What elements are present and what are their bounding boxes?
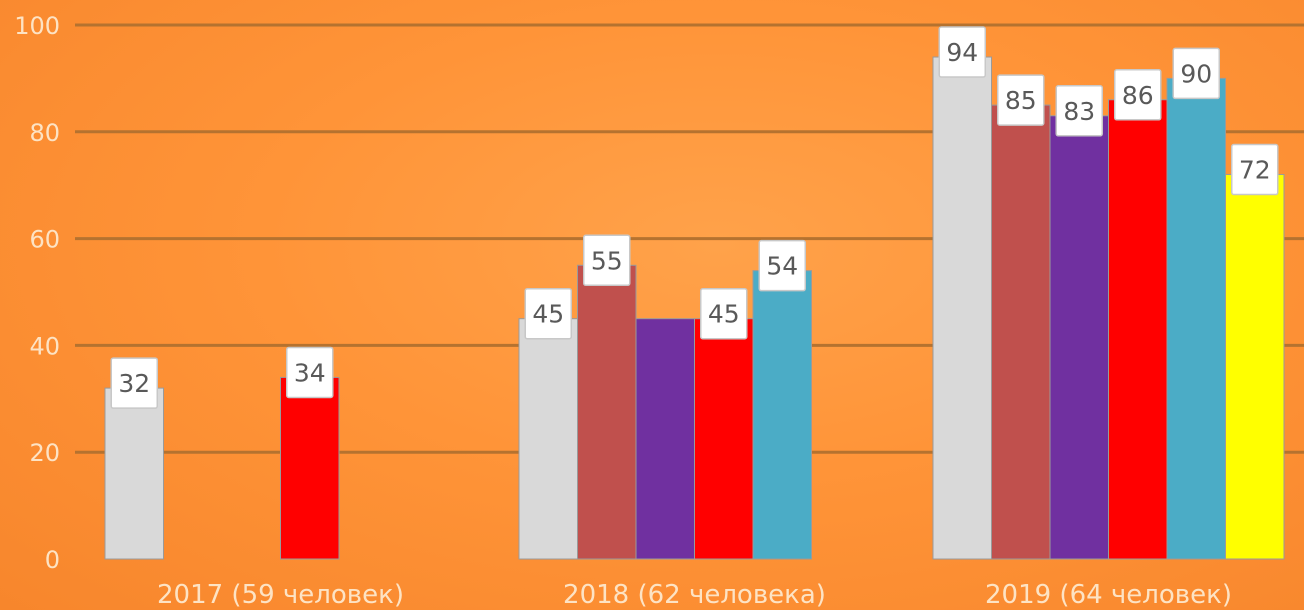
data-labels: 32 34 45 55 45 54 94 85 83 86 90 72 <box>110 26 1279 409</box>
data-label: 83 <box>1063 97 1095 126</box>
bar <box>635 318 695 560</box>
y-axis-ticks: 0 20 40 60 80 100 <box>14 12 60 574</box>
bar <box>694 318 754 560</box>
data-label-box <box>700 287 748 340</box>
data-label-box <box>938 26 986 78</box>
data-label-box <box>1055 85 1103 137</box>
bar <box>1049 115 1109 560</box>
data-label-box <box>1231 143 1279 196</box>
data-label: 86 <box>1122 81 1154 110</box>
x-tick-label: 2019 (64 человек) <box>985 580 1232 610</box>
bar <box>991 104 1051 560</box>
data-label: 32 <box>118 369 150 398</box>
y-tick-label: 80 <box>29 119 60 147</box>
bars <box>104 56 1285 560</box>
data-label-box <box>997 74 1045 126</box>
data-label: 94 <box>946 38 978 67</box>
data-label: 85 <box>1005 86 1037 115</box>
data-label: 45 <box>532 300 564 329</box>
data-label-box <box>1114 69 1162 121</box>
data-label: 54 <box>766 252 798 281</box>
bar <box>752 270 812 560</box>
data-label-box <box>758 239 806 292</box>
data-label: 55 <box>591 246 623 275</box>
data-label: 72 <box>1239 156 1271 185</box>
y-tick-label: 100 <box>14 12 60 40</box>
bar <box>1225 174 1285 560</box>
data-label-box <box>286 346 334 399</box>
data-label-box <box>524 287 572 340</box>
data-label-box <box>110 357 158 409</box>
y-tick-label: 20 <box>29 439 60 467</box>
data-label: 90 <box>1180 59 1212 88</box>
data-label: 34 <box>294 358 326 387</box>
x-tick-label: 2017 (59 человек) <box>157 580 404 610</box>
bar <box>1108 99 1168 560</box>
bar <box>932 56 992 560</box>
data-label-box <box>1172 47 1220 100</box>
bar <box>1166 77 1226 560</box>
y-tick-label: 60 <box>29 226 60 254</box>
bar <box>280 376 340 560</box>
bar <box>518 318 578 560</box>
bar <box>577 264 637 560</box>
data-label-box <box>583 234 631 287</box>
x-tick-label: 2018 (62 человека) <box>563 580 826 610</box>
y-tick-label: 0 <box>45 546 60 574</box>
y-tick-label: 40 <box>29 332 60 360</box>
data-label: 45 <box>708 300 740 329</box>
x-axis-ticks: 2017 (59 человек) 2018 (62 человека) 2019 … <box>157 580 1232 610</box>
bar <box>104 387 164 560</box>
